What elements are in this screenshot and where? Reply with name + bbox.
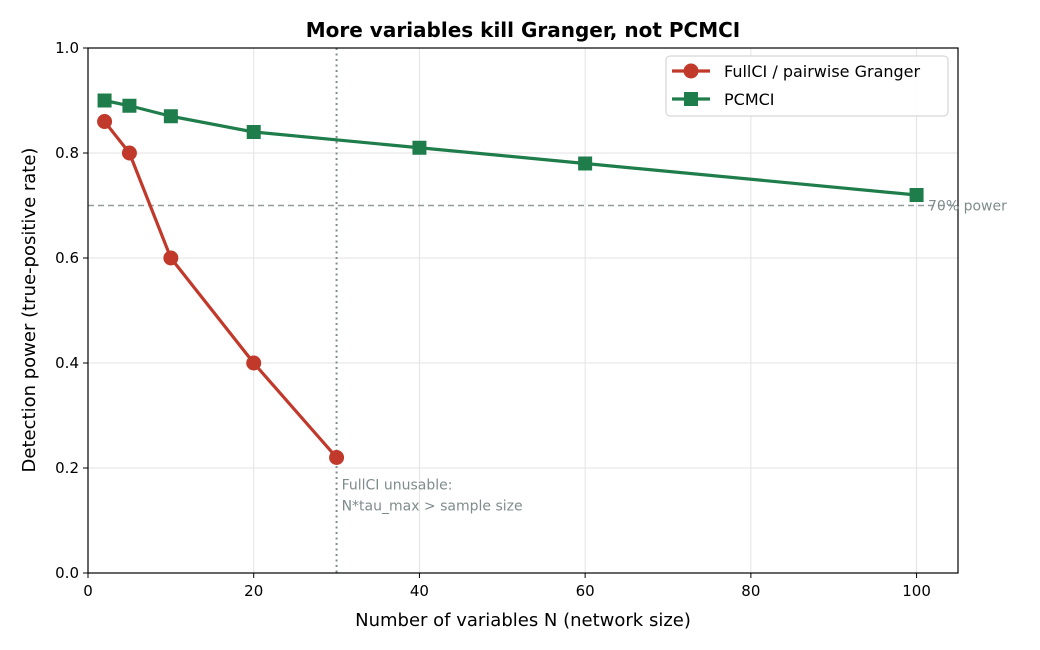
x-tick-label-4: 80 <box>741 582 760 600</box>
data-point-1-3 <box>246 125 261 139</box>
data-point-1-0 <box>97 93 112 108</box>
label-70-power: 70% power <box>928 199 1007 215</box>
series-1 <box>97 93 924 202</box>
legend-label-0: FullCI / pairwise Granger <box>724 62 921 81</box>
annotation-0-line-1: N*tau_max > sample size <box>342 499 523 515</box>
data-point-1-2 <box>163 109 178 124</box>
data-point-1-1 <box>122 98 137 113</box>
y-axis-title: Detection power (true-positive rate) <box>19 148 40 473</box>
data-point-0-1 <box>121 145 137 161</box>
data-point-1-6 <box>909 188 924 202</box>
annotations: 70% power FullCI unusable: N*tau_max > sam… <box>342 199 1008 515</box>
x-tick-label-0: 0 <box>83 582 93 600</box>
legend-label-1: PCMCI <box>724 90 775 109</box>
data-point-0-3 <box>246 355 262 371</box>
legend-marker-1 <box>684 92 698 106</box>
legend: FullCI / pairwise Granger PCMCI <box>665 55 949 117</box>
series-line-0 <box>103 120 338 459</box>
y-tick-label-4: 0.8 <box>55 144 79 162</box>
y-tick-label-3: 0.6 <box>55 249 79 267</box>
data-point-0-4 <box>329 450 345 465</box>
x-axis-title: Number of variables N (network size) <box>355 610 691 631</box>
plot-frame <box>87 47 959 574</box>
data-point-0-2 <box>163 250 179 266</box>
x-tick-label-1: 20 <box>244 582 263 600</box>
series-0 <box>97 114 345 465</box>
x-tick-label-5: 100 <box>902 582 931 600</box>
x-tick-label-2: 40 <box>410 582 429 600</box>
x-axis-ticks: 0 20 40 60 80 100 <box>83 573 931 600</box>
data-point-1-4 <box>412 140 427 155</box>
series-layer <box>97 93 924 465</box>
y-tick-label-1: 0.2 <box>55 459 79 477</box>
data-point-0-0 <box>97 114 113 129</box>
y-axis-ticks: 0.0 0.2 0.4 0.6 0.8 1.0 <box>55 39 88 582</box>
data-point-1-5 <box>578 156 593 171</box>
legend-box <box>665 55 949 117</box>
annotation-0-line-0: FullCI unusable: <box>342 478 453 494</box>
chart-title: More variables kill Granger, not PCMCI <box>306 18 740 42</box>
x-tick-label-3: 60 <box>576 582 595 600</box>
y-tick-label-0: 0.0 <box>55 564 79 582</box>
legend-marker-0 <box>683 63 699 79</box>
y-tick-label-5: 1.0 <box>55 39 79 57</box>
y-tick-label-2: 0.4 <box>55 354 79 372</box>
reference-lines <box>88 48 958 573</box>
